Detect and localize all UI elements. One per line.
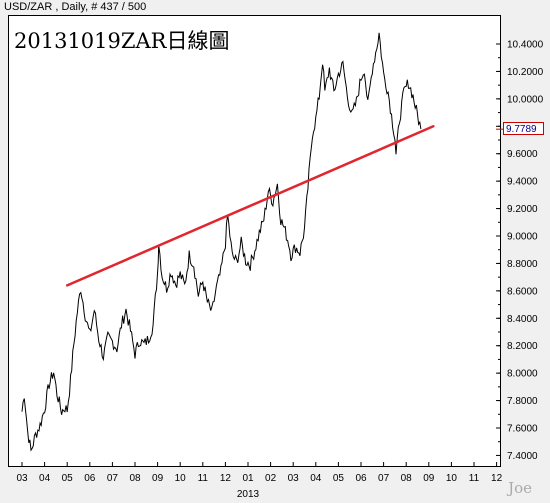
y-tick-label: 9.0000 (507, 232, 538, 243)
y-tick-label: 10.0000 (507, 94, 544, 105)
last-value-label: 9.7789 (503, 122, 544, 135)
x-tick-label: 05 (333, 473, 345, 484)
x-tick-label: 07 (378, 473, 390, 484)
x-tick-label: 12 (220, 473, 232, 484)
y-tick-label: 10.4000 (507, 40, 544, 51)
x-tick-label: 08 (129, 473, 141, 484)
x-tick-label: 11 (198, 473, 209, 484)
y-axis: 10.400010.200010.00009.80009.60009.40009… (496, 40, 544, 462)
plot-area (8, 15, 501, 467)
x-tick-label: 02 (265, 473, 277, 484)
y-tick-label: 9.2000 (507, 204, 538, 215)
trend-layer (65, 125, 503, 287)
x-tick-label: 03 (288, 473, 300, 484)
x-tick-label: 10 (446, 473, 458, 484)
x-tick-label: 09 (152, 473, 164, 484)
y-tick-label: 7.8000 (507, 396, 538, 407)
x-tick-label: 11 (469, 473, 480, 484)
y-tick-label: 9.6000 (507, 149, 538, 160)
x-tick-label: 10 (175, 473, 187, 484)
watermark: Joe (508, 479, 532, 497)
y-tick-label: 8.8000 (507, 259, 538, 270)
price-series-line (21, 32, 422, 452)
x-tick-label: 03 (16, 473, 28, 484)
y-tick-label: 9.4000 (507, 177, 538, 188)
y-tick-label: 8.6000 (507, 286, 538, 297)
y-tick-label: 8.0000 (507, 369, 538, 380)
x-axis: 03 04 05 06 07 08 09 10 11 12 01 02 03 04 05 06 07 08 09 10… (16, 462, 503, 500)
x-tick-label: 12 (491, 473, 503, 484)
y-tick-label: 7.6000 (507, 424, 538, 435)
x-tick-label: 06 (355, 473, 367, 484)
chart-title: 20131019ZAR日線圖 (14, 29, 230, 53)
y-tick-label: 8.4000 (507, 314, 538, 325)
trend-line (65, 125, 435, 287)
chart-header: USD/ZAR , Daily, # 437 / 500 (4, 1, 147, 13)
x-tick-label: 06 (84, 473, 96, 484)
x-tick-label: 05 (62, 473, 74, 484)
y-tick-label: 8.2000 (507, 341, 538, 352)
series-layer (21, 32, 422, 452)
x-tick-label: 04 (310, 473, 322, 484)
x-year-label: 2013 (237, 489, 260, 500)
x-tick-label: 08 (401, 473, 413, 484)
x-tick-label: 01 (242, 473, 254, 484)
y-tick-label: 10.2000 (507, 67, 544, 78)
x-tick-label: 04 (39, 473, 51, 484)
x-tick-label: 09 (423, 473, 435, 484)
x-tick-label: 07 (107, 473, 119, 484)
y-tick-label: 7.4000 (507, 451, 538, 462)
